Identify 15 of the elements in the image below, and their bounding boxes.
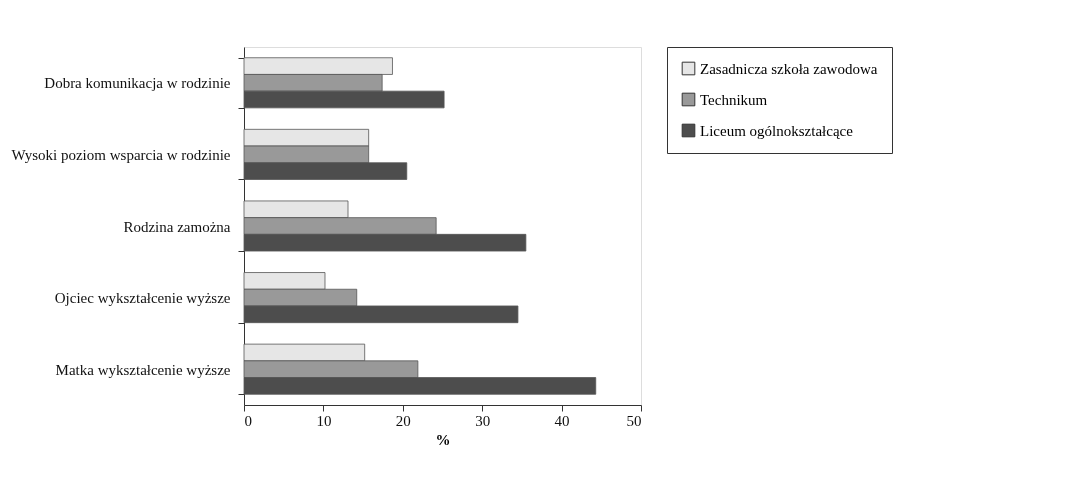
y-tick-label: Ojciec wykształcenie wyższe (54, 290, 231, 307)
x-tick-label: 30 (475, 412, 491, 429)
legend-label: Zasadnicza szkoła zawodowa (700, 60, 878, 77)
legend-label: Technikum (700, 91, 768, 108)
y-tick-label: Dobra komunikacja w rodzinie (44, 75, 231, 92)
y-tick-label: Rodzina zamożna (123, 218, 231, 235)
x-axis-title: % (435, 431, 451, 448)
y-tick-label: Wysoki poziom wsparcia w rodzinie (11, 146, 231, 163)
x-tick-label: 40 (554, 412, 570, 429)
y-tick-label: Matka wykształcenie wyższe (55, 361, 231, 378)
x-tick-label: 0 (244, 412, 252, 429)
x-tick-label: 20 (395, 412, 411, 429)
x-tick-label: 10 (316, 412, 332, 429)
x-tick-label: 50 (626, 412, 642, 429)
legend-label: Liceum ogólnokształcące (700, 122, 854, 139)
